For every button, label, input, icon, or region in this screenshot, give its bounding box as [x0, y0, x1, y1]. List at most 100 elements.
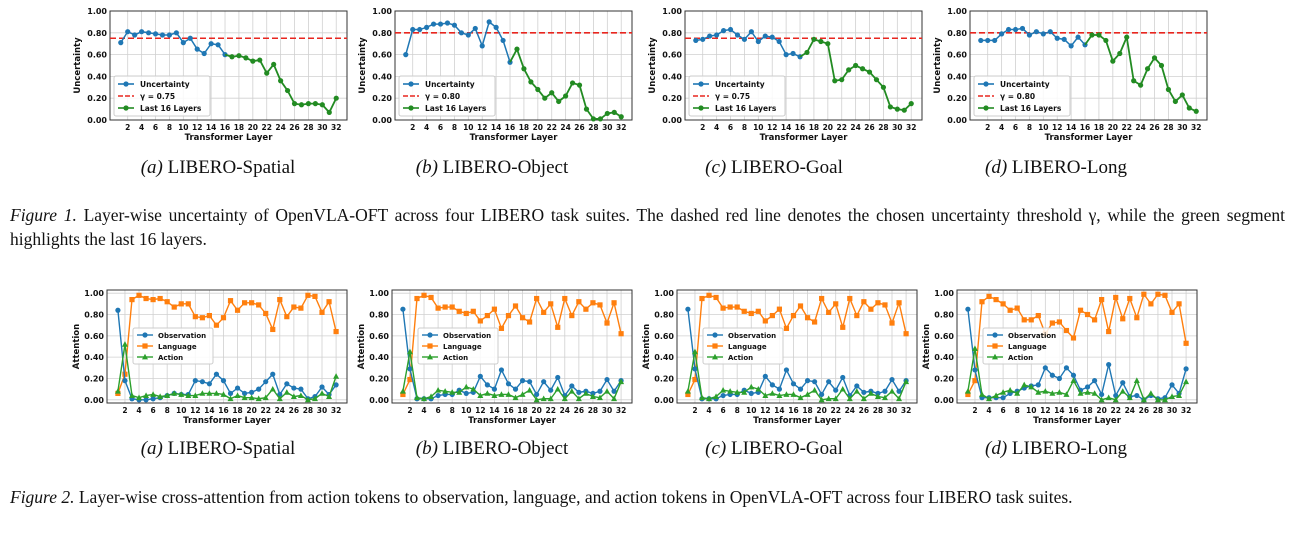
legend-label: γ = 0.80 — [425, 92, 460, 101]
x-tick-label: 22 — [260, 406, 270, 415]
action-point — [319, 390, 326, 396]
action-point — [896, 395, 903, 402]
x-tick-label: 24 — [1125, 406, 1135, 415]
x-tick-label: 12 — [475, 406, 485, 415]
observation-point — [143, 397, 149, 403]
uncertainty-point — [493, 24, 499, 30]
language-point — [896, 300, 902, 306]
language-point — [213, 322, 220, 328]
action-point — [435, 387, 442, 393]
action-point — [484, 390, 491, 396]
uncertainty-point — [727, 26, 734, 33]
x-tick-label: 26 — [864, 123, 874, 132]
last-16-layers-point — [1110, 58, 1116, 64]
subfig-label: (c) — [705, 438, 727, 459]
legend-marker — [712, 353, 718, 360]
language-point — [1106, 328, 1112, 335]
x-tick-label: 16 — [788, 406, 798, 415]
action-point — [748, 383, 755, 390]
language-point — [164, 299, 170, 305]
language-point — [256, 302, 262, 308]
x-tick-label: 10 — [1026, 406, 1036, 415]
subcaption-1c: (c) LIBERO-Goal — [634, 157, 914, 179]
y-axis-label: Attention — [922, 324, 932, 369]
observation-point — [748, 390, 754, 397]
legend-marker — [992, 332, 998, 338]
x-axis-label: Transformer Layer — [470, 133, 559, 143]
observation-point — [263, 379, 269, 385]
x-tick-label: 6 — [1013, 123, 1018, 132]
language-point — [1183, 340, 1189, 346]
x-tick-label: 6 — [438, 123, 443, 132]
observation-point — [505, 381, 512, 387]
language-point — [220, 315, 227, 321]
x-tick-label: 8 — [450, 406, 455, 415]
language-point — [526, 319, 533, 325]
language-point — [435, 305, 441, 311]
x-tick-label: 8 — [165, 406, 170, 415]
x-tick-label: 18 — [1094, 123, 1104, 132]
language-point — [840, 324, 846, 330]
last-16-layers-point — [1151, 55, 1158, 61]
action-point — [1147, 390, 1154, 396]
legend-marker — [427, 332, 433, 338]
language-point — [1148, 301, 1154, 307]
y-tick-label: 0.60 — [84, 332, 104, 341]
subfig-label: (a) — [140, 438, 163, 459]
action-point — [611, 395, 618, 402]
action-point — [547, 395, 554, 402]
language-point — [442, 304, 448, 310]
observation-point — [811, 379, 818, 385]
legend-label: Uncertainty — [1000, 80, 1050, 89]
legend-label: Observation — [728, 332, 776, 340]
action-point — [1183, 378, 1190, 385]
x-tick-label: 16 — [1080, 123, 1090, 132]
language-point — [889, 320, 895, 326]
uncertainty-point — [139, 29, 145, 35]
x-tick-label: 14 — [491, 123, 501, 132]
x-tick-label: 30 — [1177, 123, 1187, 132]
action-point — [568, 388, 575, 394]
x-tick-label: 22 — [837, 123, 847, 132]
action-point — [1176, 392, 1183, 398]
y-tick-label: 0.60 — [662, 51, 682, 60]
observation-point — [115, 307, 121, 313]
x-tick-label: 8 — [742, 123, 747, 132]
action-point — [776, 392, 783, 398]
uncertainty-point — [180, 40, 186, 46]
language-point — [986, 293, 992, 299]
last-16-layers-point — [1165, 86, 1172, 93]
uncertainty-point — [755, 38, 761, 45]
observation-point — [1084, 384, 1091, 390]
subfig-label: (b) — [415, 438, 438, 459]
x-tick-label: 2 — [407, 406, 412, 415]
language-point — [1070, 335, 1077, 341]
action-point — [698, 394, 705, 401]
language-point — [206, 312, 213, 319]
observation-point — [319, 384, 325, 390]
subfig-title: LIBERO-Long — [1011, 157, 1127, 178]
uncertainty-point — [1054, 35, 1060, 41]
x-tick-label: 12 — [190, 406, 200, 415]
action-point — [589, 393, 596, 400]
legend-box — [398, 75, 496, 117]
legend-marker — [142, 343, 148, 349]
observation-point — [199, 379, 205, 385]
subcaption-1b: (b) LIBERO-Object — [352, 157, 632, 179]
action-point — [846, 395, 853, 402]
x-tick-label: 24 — [560, 123, 570, 132]
subcaption-1d: (d) LIBERO-Long — [916, 157, 1196, 179]
x-tick-label: 28 — [1153, 406, 1163, 415]
language-point — [903, 331, 909, 337]
x-tick-label: 30 — [602, 123, 612, 132]
action-point — [150, 391, 157, 397]
x-tick-label: 4 — [421, 406, 426, 415]
subfig-title: LIBERO-Long — [1011, 438, 1127, 459]
language-point — [1120, 316, 1126, 322]
action-point — [769, 390, 776, 396]
language-point — [400, 391, 406, 398]
x-tick-label: 2 — [692, 406, 697, 415]
language-point — [157, 295, 163, 302]
x-tick-label: 18 — [519, 123, 529, 132]
action-point — [1014, 390, 1021, 396]
